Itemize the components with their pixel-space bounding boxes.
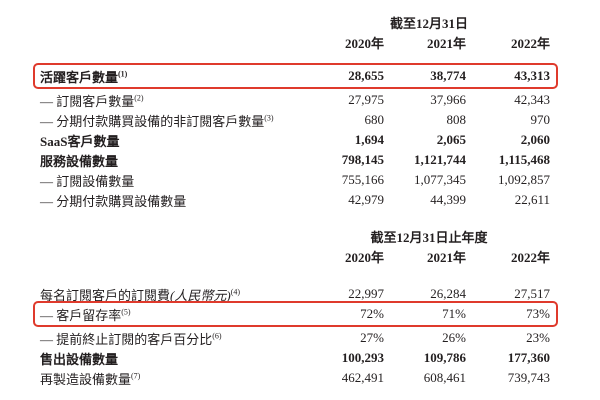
metric-value: 2,065 xyxy=(436,132,466,147)
metric-label: — 分期付款購買設備數量 xyxy=(40,193,187,209)
table1-year-2020: 2020年 xyxy=(344,35,384,51)
metric-value: 1,694 xyxy=(354,132,384,147)
table-row-subscription-fee-per-customer: 每名訂閱客戶的訂閱費(人民幣元)(4) 22,997 26,284 27,517 xyxy=(40,284,550,304)
table-row-subscription-customers: — 訂閱客戶數量(2) 27,975 37,966 42,343 xyxy=(40,90,550,110)
metric-value: 1,077,345 xyxy=(414,172,466,187)
metric-value: 73% xyxy=(526,306,550,321)
table-row-serviced-devices: 服務設備數量 798,145 1,121,744 1,115,468 xyxy=(40,150,550,170)
table-row-installment-purchased-devices: — 分期付款購買設備數量 42,979 44,399 22,611 xyxy=(40,190,550,210)
table-row-installment-nonsubscription-customers: — 分期付款購買設備的非訂閱客戶數量(3) 680 808 970 xyxy=(40,110,550,130)
metric-value: 109,786 xyxy=(423,350,466,365)
metric-value: 37,966 xyxy=(430,92,466,107)
table2-period-header-row: 截至12月31日止年度 xyxy=(40,226,550,246)
footnote-marker: (6) xyxy=(212,331,222,341)
metric-value: 2,060 xyxy=(520,132,550,147)
metric-value: 26,284 xyxy=(430,286,466,301)
metric-value: 1,121,744 xyxy=(414,152,466,167)
table1-period-header-row: 截至12月31日 xyxy=(40,12,550,32)
metric-value: 42,979 xyxy=(348,192,384,207)
table1-year-2021: 2021年 xyxy=(426,35,466,51)
footnote-marker: (7) xyxy=(131,371,141,381)
table2-year-2021: 2021年 xyxy=(426,249,466,265)
metric-label: 售出設備數量 xyxy=(40,351,119,367)
table2-period-header: 截至12月31日止年度 xyxy=(370,229,488,245)
footnote-marker: (3) xyxy=(264,113,274,123)
metric-value: 1,115,468 xyxy=(498,152,550,167)
table2-year-2020: 2020年 xyxy=(344,249,384,265)
metric-value: 22,997 xyxy=(348,286,384,301)
metric-value: 43,313 xyxy=(514,68,550,83)
metric-value: 462,491 xyxy=(341,370,384,385)
metric-value: 27,975 xyxy=(348,92,384,107)
footnote-marker: (1) xyxy=(118,69,128,79)
metric-value: 23% xyxy=(526,330,550,345)
metric-value: 72% xyxy=(360,306,384,321)
metric-label: 每名訂閱客戶的訂閱費(人民幣元)(4) xyxy=(40,287,241,303)
table1-years-row: 2020年 2021年 2022年 xyxy=(40,32,550,52)
table-row-remanufactured-devices: 再製造設備數量(7) 462,491 608,461 739,743 xyxy=(40,368,550,388)
metric-label: — 客戶留存率(5) xyxy=(40,307,131,323)
table-row-customer-retention-rate: — 客戶留存率(5) 72% 71% 73% xyxy=(33,301,558,327)
metric-label: — 訂閱設備數量 xyxy=(40,173,135,189)
metric-value: 1,092,857 xyxy=(498,172,550,187)
metric-label: SaaS客戶數量 xyxy=(40,133,120,149)
table-row-active-customers: 活躍客戶數量(1) 28,655 38,774 43,313 xyxy=(33,63,558,89)
table-subscription-metrics: 截至12月31日止年度 2020年 2021年 2022年 每名訂閱客戶的訂閱費… xyxy=(33,226,558,388)
metric-value: 755,166 xyxy=(341,172,384,187)
metric-value: 608,461 xyxy=(423,370,466,385)
metric-label: — 訂閱客戶數量(2) xyxy=(40,93,144,109)
table2-years-row: 2020年 2021年 2022年 xyxy=(40,246,550,266)
metric-value: 808 xyxy=(446,112,467,127)
metric-value: 680 xyxy=(364,112,385,127)
metric-value: 798,145 xyxy=(341,152,384,167)
footnote-marker: (5) xyxy=(121,307,131,317)
table-row-early-termination-percentage: — 提前終止訂閱的客戶百分比(6) 27% 26% 23% xyxy=(40,328,550,348)
metric-label: — 分期付款購買設備的非訂閱客戶數量(3) xyxy=(40,113,274,129)
metric-label: 再製造設備數量(7) xyxy=(40,371,141,387)
metric-value: 177,360 xyxy=(507,350,550,365)
metric-value: 739,743 xyxy=(507,370,550,385)
table-row-saas-customers: SaaS客戶數量 1,694 2,065 2,060 xyxy=(40,130,550,150)
metric-label: 活躍客戶數量(1) xyxy=(40,69,128,85)
metric-value: 28,655 xyxy=(348,68,384,83)
metric-value: 22,611 xyxy=(514,192,550,207)
metric-value: 26% xyxy=(442,330,466,345)
metric-value: 27% xyxy=(360,330,384,345)
table-row-subscription-devices: — 訂閱設備數量 755,166 1,077,345 1,092,857 xyxy=(40,170,550,190)
footnote-marker: (2) xyxy=(134,93,144,103)
metric-value: 71% xyxy=(442,306,466,321)
metric-value: 42,343 xyxy=(514,92,550,107)
table-customers-devices: 截至12月31日 2020年 2021年 2022年 活躍客戶數量(1) 28,… xyxy=(33,12,558,210)
table1-year-2022: 2022年 xyxy=(510,35,550,51)
metric-value: 38,774 xyxy=(430,68,466,83)
metric-label: 服務設備數量 xyxy=(40,153,119,169)
table2-year-2022: 2022年 xyxy=(510,249,550,265)
currency-note: (人民幣元) xyxy=(170,287,231,303)
metric-value: 100,293 xyxy=(341,350,384,365)
metric-value: 27,517 xyxy=(514,286,550,301)
table-row-devices-sold: 售出設備數量 100,293 109,786 177,360 xyxy=(40,348,550,368)
metric-label: — 提前終止訂閱的客戶百分比(6) xyxy=(40,331,222,347)
table1-period-header: 截至12月31日 xyxy=(389,15,468,31)
footnote-marker: (4) xyxy=(230,287,241,297)
metric-value: 44,399 xyxy=(430,192,466,207)
metric-value: 970 xyxy=(530,112,551,127)
